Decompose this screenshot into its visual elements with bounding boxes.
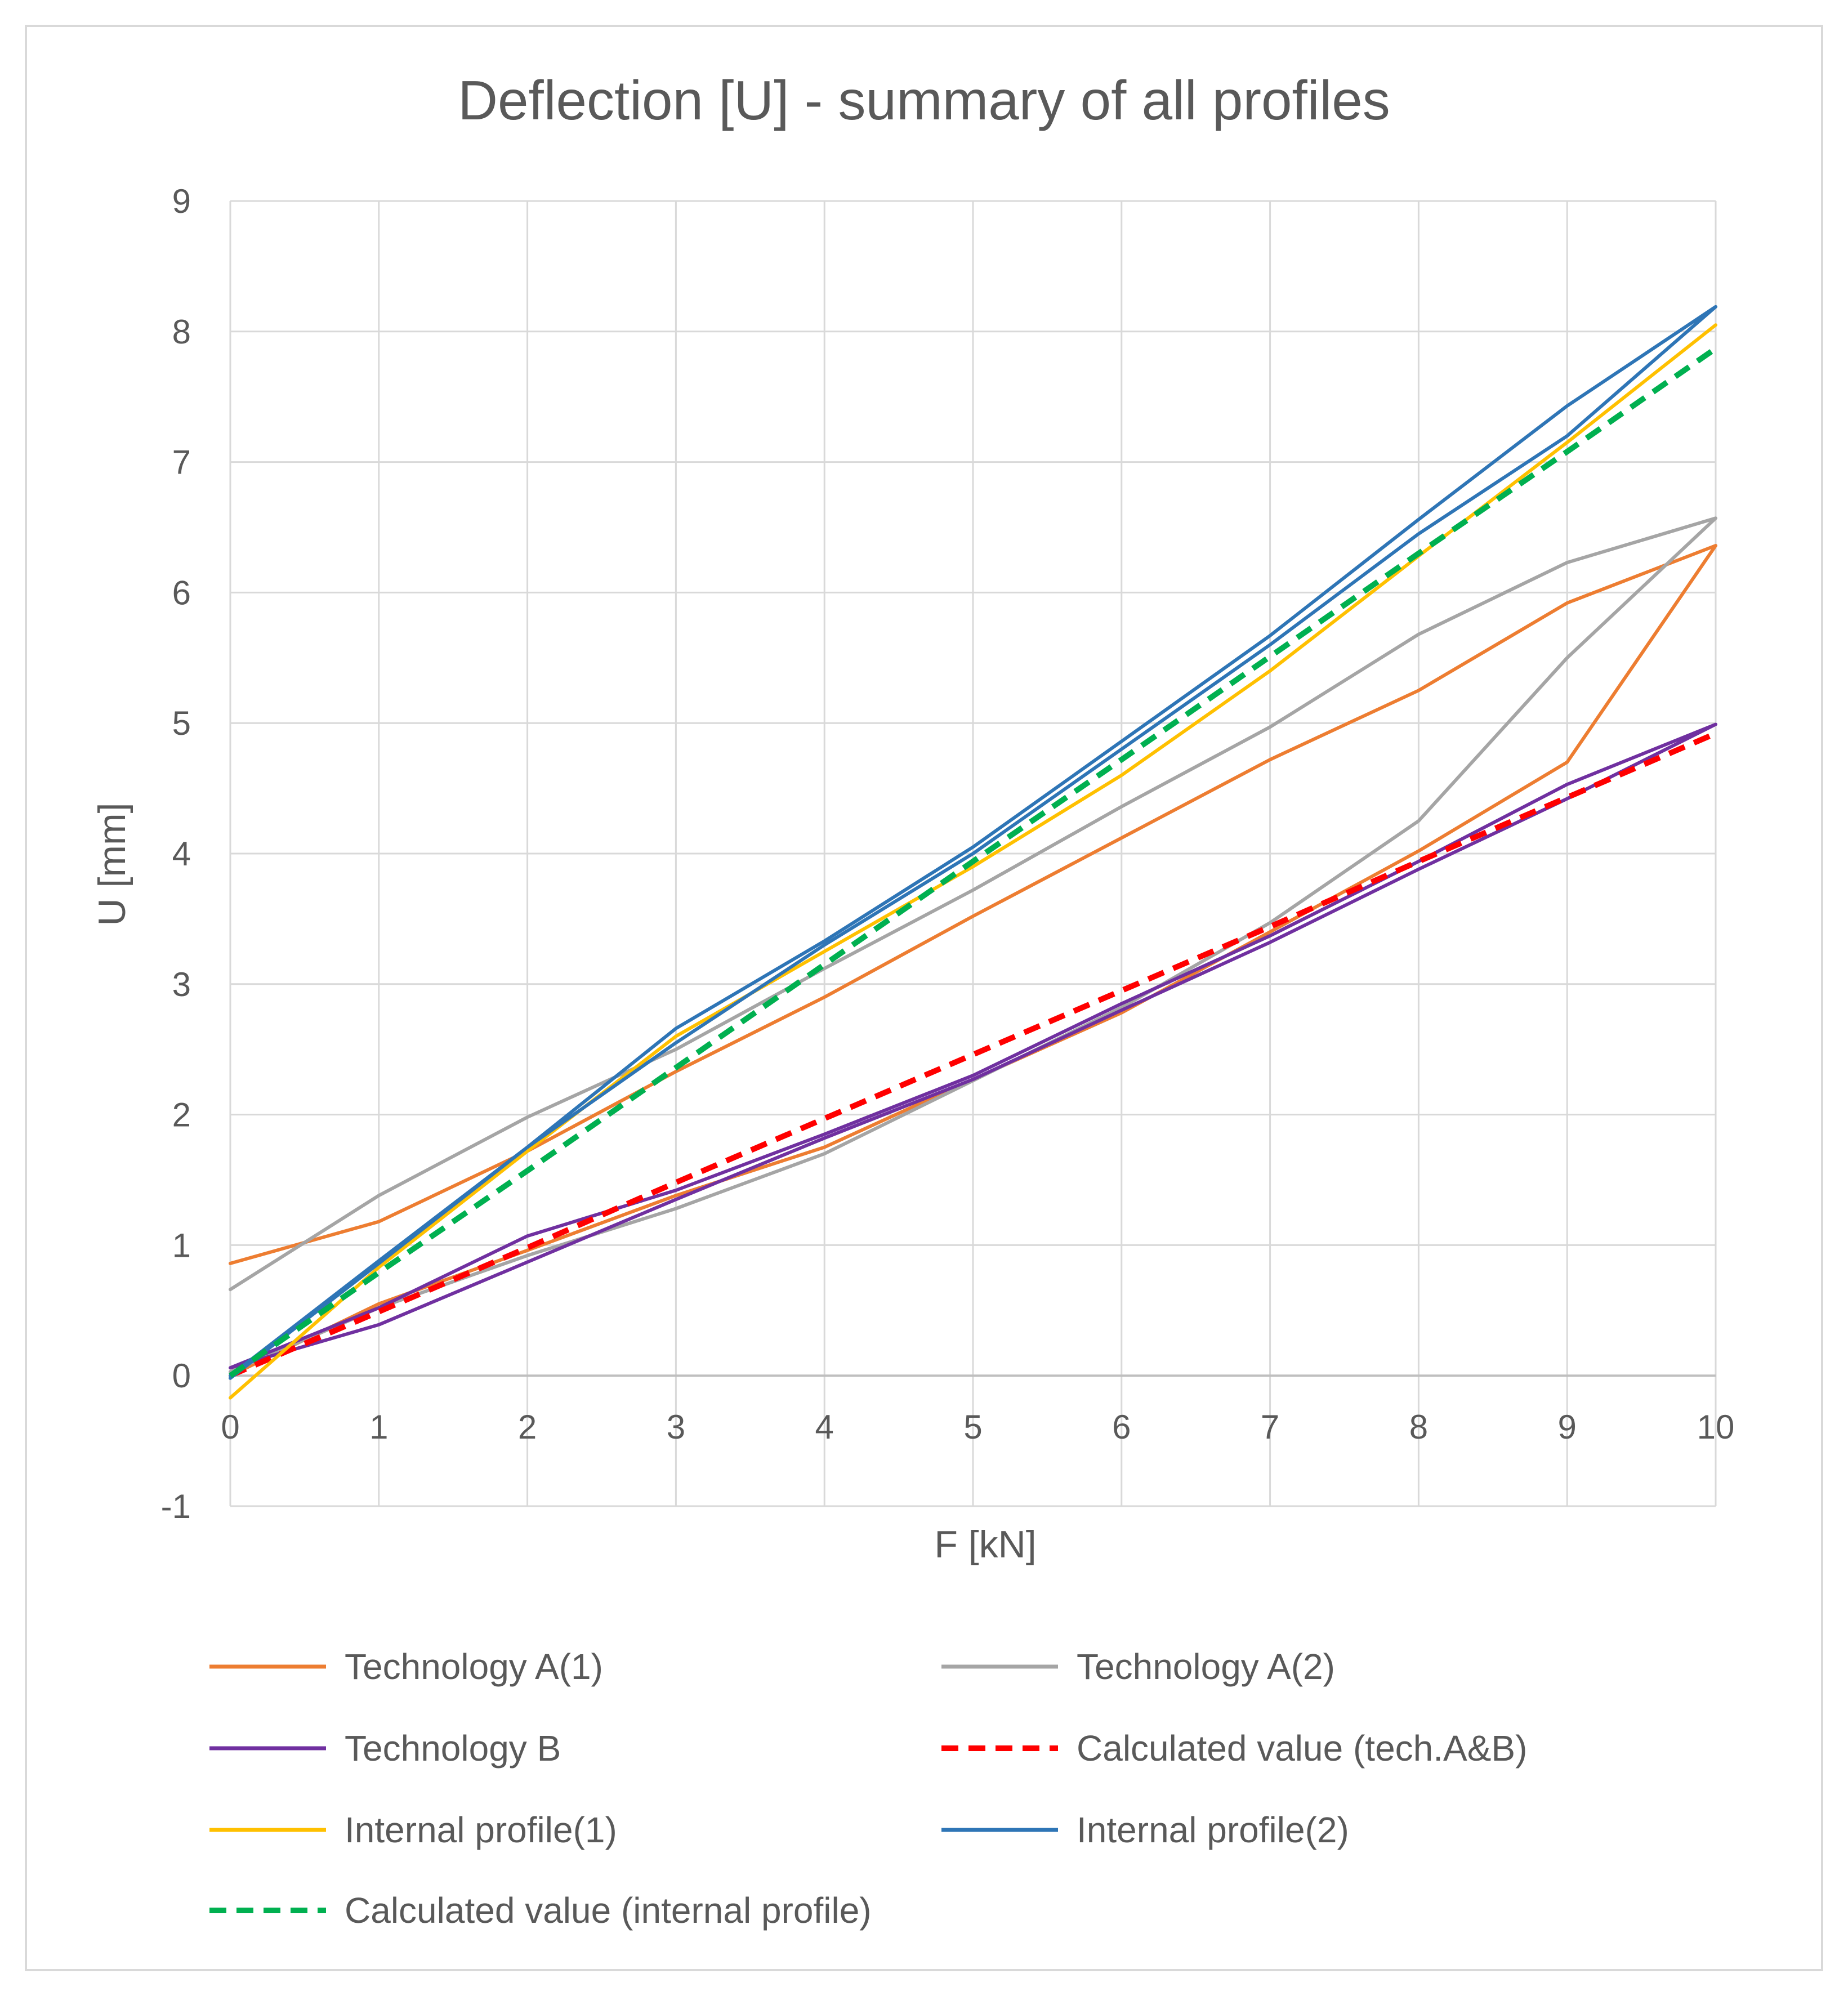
series-line-6 bbox=[229, 346, 1717, 1378]
y-tick-label: 2 bbox=[172, 1096, 191, 1134]
series-line-1 bbox=[229, 516, 1717, 1374]
legend-label-5: Internal profile(2) bbox=[1077, 1810, 1349, 1850]
x-axis-title: F [kN] bbox=[934, 1523, 1036, 1566]
x-tick-label: 7 bbox=[1261, 1408, 1279, 1446]
series-line-4 bbox=[229, 323, 1717, 1400]
legend-label-3: Calculated value (tech.A&B) bbox=[1077, 1728, 1527, 1769]
y-tick-label: 6 bbox=[172, 574, 191, 611]
plot-series bbox=[229, 305, 1717, 1400]
y-tick-label: -1 bbox=[161, 1488, 191, 1525]
x-tick-label: 6 bbox=[1112, 1408, 1131, 1446]
legend: Technology A(1) Technology A(2) Technology… bbox=[209, 1646, 1527, 1931]
x-tick-label: 0 bbox=[221, 1408, 239, 1446]
x-tick-label: 5 bbox=[963, 1408, 982, 1446]
y-axis-title: U [mm] bbox=[91, 802, 133, 926]
x-tick-label: 1 bbox=[369, 1408, 388, 1446]
legend-label-2: Technology B bbox=[345, 1728, 561, 1769]
series-line-5 bbox=[229, 305, 1717, 1380]
chart-frame bbox=[25, 25, 1823, 1971]
y-tick-label: 5 bbox=[172, 704, 191, 742]
x-tick-label: 4 bbox=[815, 1408, 834, 1446]
y-tick-label: 1 bbox=[172, 1226, 191, 1264]
legend-label-0: Technology A(1) bbox=[345, 1646, 603, 1687]
y-tick-label: 4 bbox=[172, 835, 191, 873]
legend-label-1: Technology A(2) bbox=[1077, 1646, 1335, 1687]
x-tick-label: 10 bbox=[1697, 1408, 1735, 1446]
y-tick-label: 8 bbox=[172, 313, 191, 351]
x-tick-label: 3 bbox=[667, 1408, 685, 1446]
y-tick-label: 0 bbox=[172, 1357, 191, 1395]
y-tick-label: 7 bbox=[172, 444, 191, 481]
legend-label-6: Calculated value (internal profile) bbox=[345, 1890, 872, 1931]
x-tick-label: 8 bbox=[1409, 1408, 1428, 1446]
series-line-2 bbox=[229, 722, 1717, 1370]
tick-labels: 0 1 2 3 4 5 6 7 8 9 10 -1 0 1 2 3 4 5 6 7 8 9 bbox=[161, 182, 1735, 1525]
x-tick-label: 9 bbox=[1558, 1408, 1577, 1446]
legend-label-4: Internal profile(1) bbox=[345, 1810, 617, 1850]
x-tick-label: 2 bbox=[518, 1408, 537, 1446]
y-tick-label: 3 bbox=[172, 966, 191, 1003]
chart-title: Deflection [U] - summary of all profiles bbox=[458, 69, 1390, 131]
y-tick-label: 9 bbox=[172, 182, 191, 220]
